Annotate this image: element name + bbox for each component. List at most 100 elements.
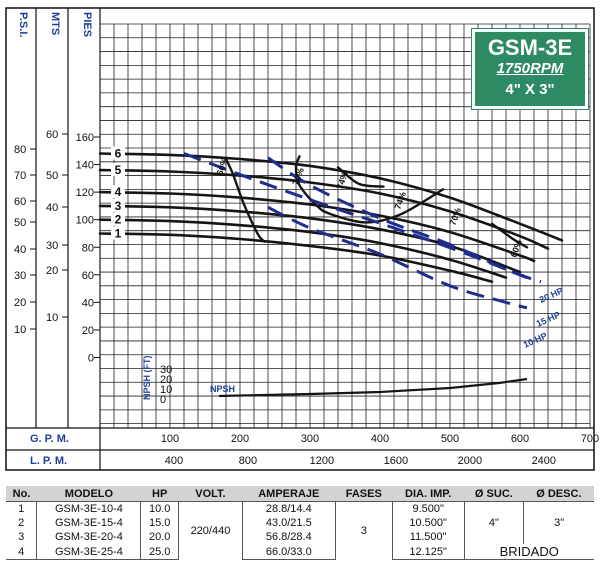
badge-size: 4" X 3" xyxy=(505,81,555,98)
npsh-tick-label: 30 xyxy=(160,364,172,376)
efficiency-curve xyxy=(224,157,266,243)
efficiency-curve xyxy=(336,166,385,188)
lpm-tick-label: 400 xyxy=(165,455,183,467)
cell-connection: BRIDADO xyxy=(463,544,594,560)
pies-tick-label: 100 xyxy=(76,215,94,227)
cell-dia-imp: 9.500" xyxy=(391,501,464,516)
npsh-tick-label: 20 xyxy=(160,374,172,386)
cell-amperaje: 66.0/33.0 xyxy=(241,544,336,560)
cell-modelo: GSM-3E-20-4 xyxy=(36,530,141,544)
gpm-tick-label: 600 xyxy=(511,433,529,445)
col-dia-imp: DIA. IMP. xyxy=(392,486,464,502)
col-modelo: MODELO xyxy=(36,486,141,502)
head-curve-5 xyxy=(98,168,550,250)
efficiency-label: 70% xyxy=(290,166,306,186)
chart-series xyxy=(98,152,564,398)
gpm-tick-label: 200 xyxy=(231,433,249,445)
gpm-tick-label: 100 xyxy=(161,433,179,445)
col-suc: Ø SUC. xyxy=(464,486,524,502)
spec-table: No. MODELO HP VOLT. AMPERAJE FASES DIA. … xyxy=(6,486,594,560)
psi-tick-label: 80 xyxy=(14,144,26,156)
table-row: 2 GSM-3E-15-4 15.0 43.0/21.5 10.500" xyxy=(6,516,594,530)
psi-tick-label: 60 xyxy=(14,196,26,208)
cell-desc: 3" xyxy=(523,501,594,544)
col-no: No. xyxy=(6,486,37,502)
cell-modelo: GSM-3E-25-4 xyxy=(36,544,141,560)
cell-amperaje: 56.8/28.4 xyxy=(241,530,336,544)
col-hp: HP xyxy=(140,486,179,502)
mts-tick-label: 30 xyxy=(46,240,58,252)
npsh-axis-title: NPSH (FT) xyxy=(142,356,152,401)
cell-no: 4 xyxy=(6,544,37,560)
power-label: 20 HP xyxy=(538,286,565,305)
curve-label-bg xyxy=(111,185,125,199)
gpm-tick-label: 500 xyxy=(441,433,459,445)
pies-tick-label: 140 xyxy=(76,160,94,172)
chart-frame xyxy=(5,7,595,471)
table-row: 4 GSM-3E-25-4 25.0 66.0/33.0 12.125" BRI… xyxy=(6,544,594,560)
table-row: 3 GSM-3E-20-4 20.0 56.8/28.4 11.500" xyxy=(6,530,594,544)
head-curve-1 xyxy=(98,232,494,283)
lpm-tick-label: 1600 xyxy=(384,455,408,467)
cell-modelo: GSM-3E-10-4 xyxy=(36,501,141,516)
cell-no: 3 xyxy=(18,531,25,543)
y-axis-title: PIES xyxy=(81,12,93,37)
col-desc: Ø DESC. xyxy=(523,486,594,502)
cell-hp: 20.0 xyxy=(140,530,179,544)
curve-label-bg xyxy=(111,212,125,226)
cell-volt: 220/440 xyxy=(178,501,243,560)
psi-tick-label: 30 xyxy=(14,270,26,282)
npsh-label: NPSH xyxy=(210,384,235,394)
gpm-tick-label: 700 xyxy=(581,433,599,445)
mts-tick-label: 60 xyxy=(46,129,58,141)
cell-dia-imp: 11.500" xyxy=(391,530,464,544)
pies-tick-label: 40 xyxy=(82,297,94,309)
pump-curve-chart: P.S.I. MTS PIES102030405060708010203040506… xyxy=(5,7,599,471)
curve-label-3: 3 xyxy=(115,199,122,213)
cell-no: 2 xyxy=(18,517,25,529)
pies-tick-label: 20 xyxy=(82,325,94,337)
gpm-tick-label: 400 xyxy=(371,433,389,445)
cell-modelo: GSM-3E-15-4 xyxy=(36,516,141,530)
chart-grid xyxy=(5,7,595,471)
pies-tick-label: 80 xyxy=(82,242,94,254)
psi-tick-label: 40 xyxy=(14,244,26,256)
gpm-tick-label: 300 xyxy=(301,433,319,445)
cell-hp: 10.0 xyxy=(140,501,179,516)
psi-tick-label: 20 xyxy=(14,297,26,309)
x-axis-title-gpm: G. P. M. xyxy=(30,433,69,445)
curve-label-6: 6 xyxy=(115,147,122,161)
pies-tick-label: 120 xyxy=(76,187,94,199)
curve-label-2: 2 xyxy=(115,213,122,227)
cell-no: 1 xyxy=(18,503,25,515)
pies-tick-label: 60 xyxy=(82,270,94,282)
model-badge: GSM-3E 1750RPM 4" X 3" xyxy=(471,28,589,110)
cell-amperaje: 28.8/14.4 xyxy=(241,501,336,516)
cell-suc: 4" xyxy=(463,501,524,544)
curve-label-5: 5 xyxy=(115,163,122,177)
col-fases: FASES xyxy=(335,486,393,502)
power-curve xyxy=(267,205,528,310)
pies-tick-label: 160 xyxy=(76,132,94,144)
cell-hp: 15.0 xyxy=(140,516,179,530)
psi-tick-label: 10 xyxy=(14,324,26,336)
mts-tick-label: 10 xyxy=(46,312,58,324)
cell-dia-imp: 10.500" xyxy=(391,516,464,530)
cell-amperaje: 43.0/21.5 xyxy=(241,516,336,530)
curve-label-bg xyxy=(111,198,125,212)
cell-hp: 25.0 xyxy=(140,544,179,560)
curve-label-bg xyxy=(111,146,125,160)
mts-tick-label: 40 xyxy=(46,202,58,214)
mts-tick-label: 50 xyxy=(46,170,58,182)
psi-tick-label: 70 xyxy=(14,170,26,182)
efficiency-curve xyxy=(294,155,445,224)
y-axis-title: MTS xyxy=(49,12,61,35)
badge-rpm: 1750RPM xyxy=(496,60,564,77)
cell-fases: 3 xyxy=(334,501,393,560)
psi-tick-label: 50 xyxy=(14,217,26,229)
curve-label-1: 1 xyxy=(115,226,122,240)
curve-label-bg xyxy=(111,226,125,240)
y-axis-title: P.S.I. xyxy=(17,12,29,37)
lpm-tick-label: 800 xyxy=(239,455,257,467)
curve-label-bg xyxy=(111,163,125,177)
